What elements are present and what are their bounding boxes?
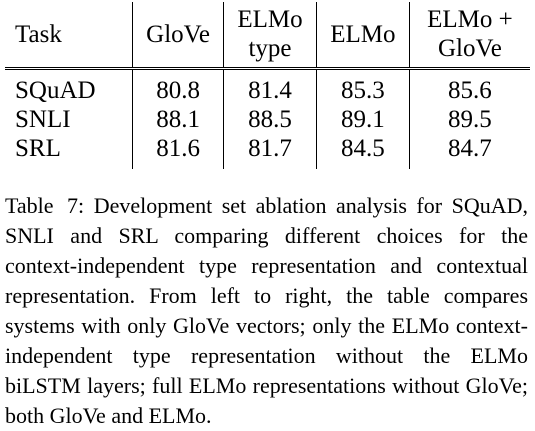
- cell-elmo: 85.3: [316, 68, 410, 105]
- cell-task: SRL: [5, 133, 134, 169]
- header-elmo: ELMo: [316, 2, 410, 70]
- cell-glove: 88.1: [132, 104, 225, 134]
- header-elmo-glove-line-1: ELMo +: [427, 6, 513, 34]
- caption-label: Table 7:: [5, 193, 85, 218]
- cell-task: SQuAD: [5, 68, 134, 105]
- header-elmo-line-1: ELMo: [330, 20, 396, 48]
- ablation-table: Task GloVe ELMo type ELMo ELMo + GloVe: [5, 2, 530, 169]
- table-row-srl: SRL 81.6 81.7 84.5 84.7: [5, 133, 530, 169]
- table-header-row: Task GloVe ELMo type ELMo ELMo + GloVe: [5, 2, 530, 70]
- table-caption: Table 7: Development set ablation analys…: [5, 191, 528, 431]
- header-elmo-glove-line-2: GloVe: [437, 35, 502, 63]
- header-task: Task: [5, 2, 134, 70]
- cell-glove: 81.6: [132, 133, 225, 169]
- cell-glove: 80.8: [132, 68, 225, 105]
- cell-elmo-glove: 89.5: [448, 105, 492, 133]
- cell-elmo: 89.1: [316, 104, 410, 134]
- header-elmo-glove: ELMo + GloVe: [409, 2, 530, 70]
- cell-elmo-type: 81.4: [223, 68, 317, 105]
- header-glove: GloVe: [132, 2, 225, 70]
- header-elmo-type-line-2: type: [248, 35, 292, 63]
- cell-elmo-glove: 84.7: [448, 134, 492, 162]
- cell-task: SNLI: [5, 104, 134, 134]
- cell-elmo-type: 81.7: [223, 133, 317, 169]
- caption-text: Development set ablation analysis for SQ…: [5, 193, 528, 428]
- header-elmo-type-line-1: ELMo: [237, 6, 303, 34]
- header-elmo-type: ELMo type: [223, 2, 317, 70]
- table-row-squad: SQuAD 80.8 81.4 85.3 85.6: [5, 68, 530, 105]
- cell-elmo: 84.5: [316, 133, 410, 169]
- cell-elmo-glove: 85.6: [448, 76, 492, 104]
- header-task-line-1: Task: [15, 20, 62, 48]
- header-glove-line-1: GloVe: [146, 20, 211, 48]
- cell-elmo-type: 88.5: [223, 104, 317, 134]
- table-row-snli: SNLI 88.1 88.5 89.1 89.5: [5, 104, 530, 134]
